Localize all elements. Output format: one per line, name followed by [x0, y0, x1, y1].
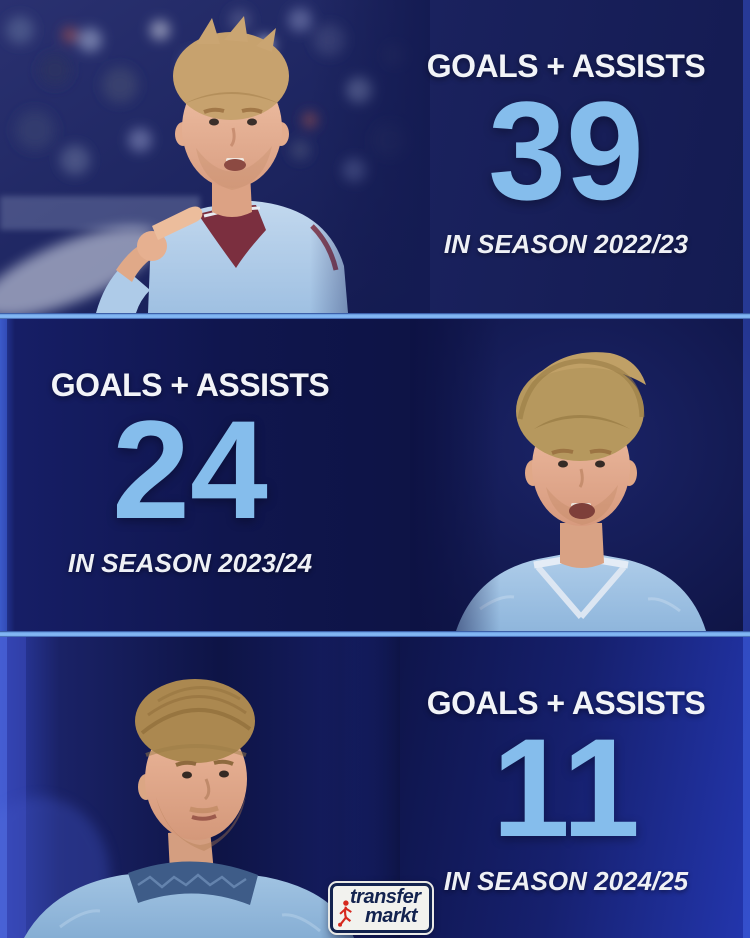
section-divider — [0, 631, 750, 637]
logo-text-markt: markt — [365, 905, 417, 927]
stats-block-2022-23: GOALS + ASSISTS 39 IN SEASON 2022/23 — [401, 38, 731, 260]
soccer-player-icon — [338, 900, 352, 927]
stats-block-2024-25: GOALS + ASSISTS 11 IN SEASON 2024/25 — [401, 675, 731, 897]
season-panel-2024-25: GOALS + ASSISTS 11 IN SEASON 2024/25 tra… — [0, 637, 750, 938]
player-portrait-photo-svg — [410, 319, 750, 631]
stats-block-2023-24: GOALS + ASSISTS 24 IN SEASON 2023/24 — [25, 357, 355, 579]
stat-value: 24 — [112, 391, 268, 548]
section-divider — [0, 313, 750, 319]
transfermarkt-logo: transfer markt — [327, 881, 435, 935]
stat-value: 39 — [488, 72, 644, 229]
logo-text-transfer: transfer — [350, 886, 421, 908]
stat-value: 11 — [492, 709, 640, 866]
player-celebration-photo — [0, 0, 430, 313]
stat-season: IN SEASON 2023/24 — [67, 548, 313, 578]
season-panel-2022-23: GOALS + ASSISTS 39 IN SEASON 2022/23 — [0, 0, 750, 313]
stat-season: IN SEASON 2024/25 — [443, 866, 689, 896]
stat-title: GOALS + ASSISTS — [426, 48, 706, 84]
stat-title: GOALS + ASSISTS — [426, 685, 706, 721]
transfermarkt-logo-box: transfer markt — [327, 881, 435, 935]
season-panel-2023-24: GOALS + ASSISTS 24 IN SEASON 2023/24 — [0, 319, 750, 631]
player-portrait-photo — [410, 319, 750, 631]
player-celebration-photo-svg — [0, 0, 430, 313]
stat-title: GOALS + ASSISTS — [50, 367, 330, 403]
stat-season: IN SEASON 2022/23 — [443, 229, 689, 259]
